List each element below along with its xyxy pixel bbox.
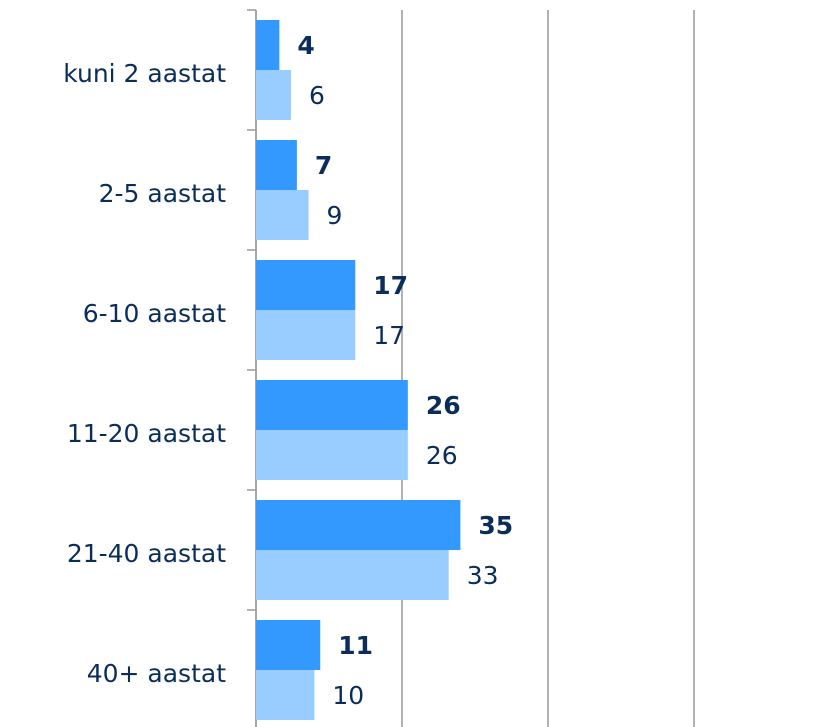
- bar: [256, 310, 356, 360]
- bar: [256, 70, 292, 120]
- category-label: 40+ aastat: [87, 659, 226, 688]
- bar: [256, 500, 461, 550]
- value-label: 11: [338, 631, 373, 660]
- value-label: 4: [297, 31, 314, 60]
- value-label: 17: [373, 271, 408, 300]
- bar: [256, 260, 356, 310]
- value-label: 35: [478, 511, 513, 540]
- bar: [256, 550, 449, 600]
- bar: [256, 620, 321, 670]
- bar: [256, 380, 408, 430]
- value-label: 26: [426, 391, 461, 420]
- category-label: 2-5 aastat: [99, 179, 227, 208]
- category-label: 11-20 aastat: [67, 419, 226, 448]
- value-label: 7: [315, 151, 332, 180]
- value-label: 26: [426, 441, 458, 470]
- category-label: 6-10 aastat: [83, 299, 226, 328]
- bar: [256, 140, 297, 190]
- value-label: 17: [373, 321, 405, 350]
- bar: [256, 190, 309, 240]
- value-label: 33: [467, 561, 499, 590]
- bar: [256, 430, 408, 480]
- bar: [256, 670, 315, 720]
- value-label: 6: [309, 81, 325, 110]
- value-label: 9: [327, 201, 343, 230]
- value-label: 10: [332, 681, 364, 710]
- bar: [256, 20, 280, 70]
- category-label: kuni 2 aastat: [63, 59, 226, 88]
- category-label: 21-40 aastat: [67, 539, 226, 568]
